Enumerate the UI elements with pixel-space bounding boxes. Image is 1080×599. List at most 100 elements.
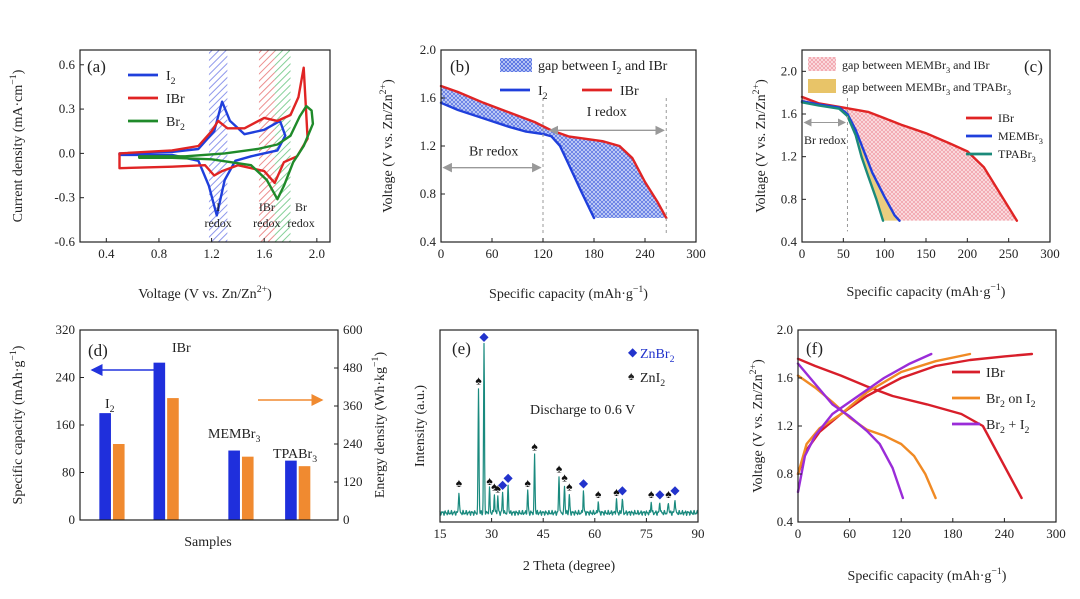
- x-tick-label: 180: [584, 246, 604, 261]
- zni2-peak-marker: ♠: [531, 439, 538, 453]
- bar-energy: [241, 456, 254, 520]
- category-label: IBr: [172, 341, 191, 356]
- bar-capacity: [99, 413, 111, 520]
- y-tick-label: 600: [343, 322, 363, 337]
- legend-label: IBr: [620, 84, 639, 99]
- y-tick-label: 2.0: [420, 42, 436, 57]
- y-tick-label: 0.4: [420, 234, 437, 249]
- redox-annotation: I: [216, 200, 220, 214]
- panel-c: Br redox 0 50 100 150 200 250 300 0.4 0.8 1.2 1.6 2.…: [751, 49, 1060, 300]
- y-tick-label: -0.3: [54, 190, 75, 205]
- y-tick-label: 320: [56, 322, 76, 337]
- x-tick-label: 90: [692, 526, 705, 541]
- panel-d: I2 IBr MEMBr3 TPABr3 0 80 160 240 320 0 120 240 3…: [8, 322, 388, 550]
- y-tick-label: 2.0: [781, 63, 797, 78]
- x-axis-label: Specific capacity (mAh·g−1): [848, 566, 1007, 584]
- category-label: MEMBr3: [208, 427, 260, 445]
- y-tick-label: 240: [343, 436, 363, 451]
- legend-label: Br2 on I2: [986, 392, 1036, 410]
- zni2-peak-marker: ♠: [456, 476, 463, 490]
- x-tick-label: 0: [795, 526, 802, 541]
- gcd-curve: [796, 352, 933, 494]
- znbr2-peak-marker: ◆: [579, 476, 589, 490]
- y-tick-label: 0: [343, 512, 350, 527]
- x-tick-label: 0: [438, 246, 445, 261]
- y-axis-label: Current density (mA·cm−1): [8, 69, 26, 222]
- legend-label: I2: [166, 69, 176, 87]
- gap-area-tpa: [802, 101, 900, 221]
- zni2-peak-marker: ♠: [648, 487, 655, 501]
- x-axis-label: Specific capacity (mAh·g−1): [489, 284, 648, 302]
- x-tick-label: 120: [533, 246, 553, 261]
- y-tick-label: -0.6: [54, 234, 75, 249]
- redox-annotation: redox: [204, 216, 231, 230]
- panel-f: 0 60 120 180 240 300 0.4 0.8 1.2 1.6 2.0 (f) IBr Br2 …: [748, 322, 1066, 584]
- condition-annotation: Discharge to 0.6 V: [530, 403, 635, 418]
- y-tick-label: 240: [56, 370, 76, 385]
- y-axis-label: Intensity (a.u.): [413, 385, 428, 467]
- y-tick-label: 120: [343, 474, 363, 489]
- zni2-peak-marker: ♠: [475, 374, 482, 388]
- y-tick-label: 1.6: [781, 106, 798, 121]
- y-tick-label: 0.4: [777, 514, 794, 529]
- x-axis-label: Voltage (V vs. Zn/Zn2+): [138, 284, 272, 302]
- zni2-peak-marker: ♠: [525, 476, 532, 490]
- discharge-curve-IBr: [439, 84, 668, 220]
- y-tick-label: 160: [56, 417, 76, 432]
- znbr2-peak-marker: ◆: [503, 470, 513, 484]
- y-tick-label: 0.6: [59, 57, 76, 72]
- legend-label: Br2: [166, 115, 185, 133]
- legend-marker: ◆: [628, 345, 638, 359]
- legend-label: IBr: [166, 92, 185, 107]
- legend-label: IBr: [986, 366, 1005, 381]
- y-tick-label: 1.2: [777, 418, 793, 433]
- y-tick-label: 2.0: [777, 322, 793, 337]
- y-tick-label: 0.4: [781, 234, 798, 249]
- x-tick-label: 240: [635, 246, 655, 261]
- y-tick-label: 0: [69, 512, 76, 527]
- y-tick-label: 1.2: [420, 138, 436, 153]
- bar-capacity: [228, 450, 240, 520]
- zni2-peak-marker: ♠: [595, 487, 602, 501]
- redox-band: [274, 50, 291, 242]
- redox-annotation: Br redox: [469, 145, 518, 160]
- zni2-peak-marker: ♠: [561, 470, 568, 484]
- panel-b: I redox Br redox 0 60 120 180 240 300 0.4 0.8 1.2 1…: [378, 42, 706, 302]
- x-axis-label: Specific capacity (mAh·g−1): [847, 282, 1006, 300]
- y-tick-label: 0.3: [59, 101, 75, 116]
- x-tick-label: 60: [588, 526, 601, 541]
- zni2-peak-marker: ♠: [566, 480, 573, 494]
- y-axis-label: Specific capacity (mAh·g−1): [8, 345, 26, 504]
- plot-frame: [439, 329, 699, 523]
- x-tick-label: 300: [686, 246, 706, 261]
- panel-label: (c): [1024, 57, 1043, 76]
- y-axis-label: Voltage (V vs. Zn/Zn2+): [748, 359, 766, 493]
- x-tick-label: 1.2: [203, 246, 219, 261]
- znbr2-peak-marker: ◆: [655, 487, 665, 501]
- legend-label: gap between I2 and IBr: [538, 59, 668, 77]
- bar-energy: [112, 444, 125, 520]
- panel-label: (a): [87, 57, 106, 76]
- bar-capacity: [153, 362, 166, 520]
- redox-annotation: Br: [295, 200, 307, 214]
- y-tick-label: 360: [343, 398, 363, 413]
- zni2-peak-marker: ♠: [556, 461, 563, 475]
- plot-frame: [79, 49, 331, 243]
- x-tick-label: 45: [537, 526, 550, 541]
- zni2-peak-marker: ♠: [491, 480, 498, 494]
- x-tick-label: 60: [486, 246, 499, 261]
- redox-annotation: IBr: [259, 200, 275, 214]
- znbr2-peak-marker: ◆: [670, 483, 680, 497]
- x-tick-label: 120: [891, 526, 911, 541]
- legend-label: IBr: [998, 111, 1014, 125]
- x-tick-label: 100: [875, 246, 895, 261]
- gcd-curve: [796, 362, 905, 500]
- redox-annotation: redox: [253, 216, 280, 230]
- redox-annotation: redox: [287, 216, 314, 230]
- legend-label: gap between MEMBr3 and TPABr3: [842, 80, 1011, 97]
- legend-label: ZnI2: [640, 371, 665, 389]
- legend-label: gap between MEMBr3 and IBr: [842, 58, 990, 75]
- zni2-peak-marker: ♠: [665, 487, 672, 501]
- x-tick-label: 150: [916, 246, 936, 261]
